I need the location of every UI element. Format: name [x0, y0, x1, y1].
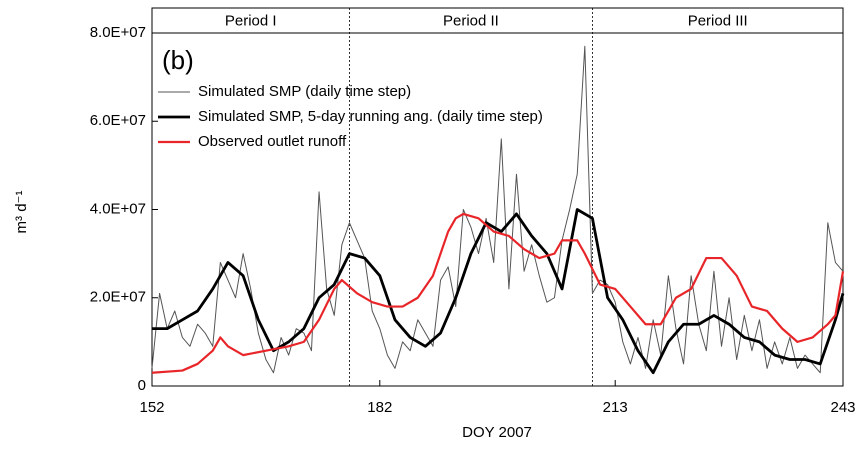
y-tick-label: 2.0E+07	[90, 289, 146, 306]
y-axis-label: m³ d⁻¹	[13, 191, 30, 234]
legend-label: Observed outlet runoff	[198, 133, 347, 150]
y-tick-label: 4.0E+07	[90, 200, 146, 217]
x-tick-label: 243	[830, 399, 855, 416]
series-line	[151, 212, 845, 374]
period-label: Period III	[688, 12, 748, 29]
y-tick-label: 8.0E+07	[90, 24, 146, 41]
series-line	[152, 208, 845, 375]
x-tick-label: 182	[367, 399, 392, 416]
legend-label: Simulated SMP, 5-day running ang. (daily…	[198, 108, 543, 125]
plot-frame	[151, 7, 844, 387]
x-axis-label: DOY 2007	[462, 424, 532, 441]
y-tick-label: 6.0E+07	[90, 112, 146, 129]
x-tick-label: 152	[139, 399, 164, 416]
legend-label: Simulated SMP (daily time step)	[198, 83, 411, 100]
period-label: Period II	[443, 12, 499, 29]
panel-label: (b)	[162, 45, 194, 75]
x-tick-label: 213	[603, 399, 628, 416]
period-label: Period I	[225, 12, 277, 29]
y-tick-label: 0	[138, 377, 146, 394]
series-line	[151, 45, 844, 374]
